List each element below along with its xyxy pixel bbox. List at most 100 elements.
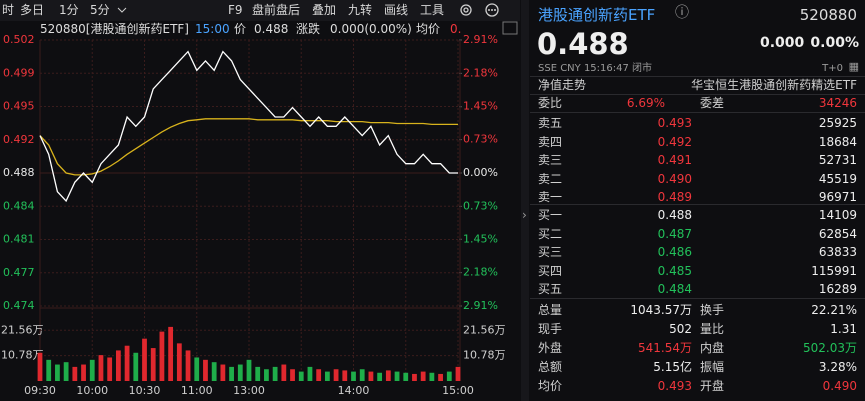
book-label: 卖二 (538, 171, 563, 186)
volume-bar (394, 371, 400, 381)
volume-bar (98, 355, 104, 381)
t0: T+0 (822, 63, 843, 74)
book-volume: 115991 (811, 263, 857, 278)
nav-link[interactable]: 净值走势 (538, 78, 587, 92)
expand-icon[interactable]: ▦ (848, 60, 859, 73)
icon (502, 21, 518, 35)
book-label: 买四 (538, 263, 563, 278)
quote-change: 0.000 (760, 35, 805, 51)
book-price: 0.485 (657, 263, 692, 278)
volume-bar (333, 369, 339, 381)
volume-bar (420, 371, 426, 381)
volume-bar (455, 366, 461, 381)
volume-bar (246, 359, 252, 381)
volume-bar (316, 369, 322, 381)
y-tick-label: 0.488 (3, 166, 35, 179)
y2-tick-label: 2.91% (463, 299, 498, 312)
y2-tick-label: 2.18% (463, 266, 498, 279)
vol-tick-label: 10.78万 (1, 349, 44, 362)
volume-bar (176, 343, 182, 381)
volume-bar (185, 350, 191, 381)
tool[interactable]: 工具 (420, 3, 445, 17)
tool[interactable]: 时 (2, 3, 15, 17)
tool[interactable]: 画线 (384, 3, 409, 17)
icons[interactable] (460, 3, 499, 17)
stat-label: 总额 (538, 360, 563, 374)
change-label: 涨跌 (296, 22, 321, 36)
price: 0.488 (254, 22, 289, 36)
stat-value: 3.28% (818, 360, 857, 374)
volume-bar (403, 372, 409, 381)
volume-bar (46, 359, 52, 381)
book-volume: 14109 (818, 208, 857, 222)
x-tick-label: 10:00 (76, 384, 108, 397)
x-tick-label: 14:00 (338, 384, 370, 397)
volume-bar (142, 338, 147, 381)
volume-bar (281, 364, 287, 381)
stat-label: 内盘 (700, 341, 725, 355)
book-volume: 25925 (818, 116, 857, 130)
stat-value: 5.15亿 (653, 360, 692, 374)
volume-bar (342, 370, 348, 381)
stat-value: 1.31 (830, 322, 857, 336)
price-label: 价 (234, 22, 247, 36)
book-label: 买一 (538, 208, 563, 222)
volume-bar (385, 370, 391, 381)
stat-value: 0.493 (657, 379, 692, 393)
volume-bar (150, 348, 156, 381)
intraday-chart: 0.502 0.499 0.495 0.492 0.488 0.484 0.481 0.477… (1, 3, 518, 397)
stat-label: 换手 (700, 303, 725, 317)
volume-bar (37, 352, 43, 381)
splitter[interactable] (521, 0, 529, 401)
volume-bar (307, 366, 313, 381)
stat-label: 外盘 (538, 341, 563, 355)
quote-code: 520880 (799, 6, 857, 24)
book-label: 卖四 (538, 134, 563, 149)
price-line (39, 50, 458, 203)
book-price: 0.490 (657, 171, 692, 186)
stat-value: 502.03万 (803, 341, 857, 355)
book-price: 0.491 (657, 153, 692, 167)
volume-bar (438, 373, 443, 381)
book-volume: 18684 (818, 134, 857, 149)
collapse[interactable]: › (522, 208, 527, 222)
tool[interactable]: 5分 (90, 3, 110, 17)
avg: 0. (450, 22, 462, 36)
stat-value: 0.490 (822, 379, 857, 393)
book-price: 0.488 (657, 208, 692, 222)
tool[interactable]: 盘前盘后 (252, 3, 301, 17)
tool[interactable]: 九转 (348, 3, 373, 17)
stat-label: 量比 (700, 322, 725, 336)
y2-tick-label: 1.45% (463, 232, 498, 245)
y2-tick-label: 1.45% (463, 100, 498, 113)
volume-bar (429, 372, 435, 381)
tool[interactable]: F9 (228, 3, 243, 17)
volume-bar (290, 369, 295, 381)
volume-bar (377, 372, 383, 381)
x-tick-label: 10:30 (129, 384, 161, 397)
vol-tick-label: 10.78万 (463, 349, 506, 362)
tool[interactable]: 叠加 (312, 3, 337, 17)
volume-bar (229, 366, 234, 381)
volume-bar (359, 369, 365, 381)
tool[interactable]: 多日 (20, 3, 45, 17)
book-volume: 16289 (818, 282, 857, 296)
ratio-label: 委比 (538, 96, 563, 110)
info-icon[interactable]: ⓘ (675, 5, 689, 21)
y-tick-label: 0.499 (3, 66, 35, 79)
price-line (39, 118, 458, 176)
y-tick-label: 0.502 (3, 33, 35, 46)
book-label: 卖一 (538, 190, 563, 204)
book-label: 买二 (538, 226, 563, 241)
tool[interactable]: 1分 (59, 3, 79, 17)
change: 0.000(0.00%) (330, 22, 412, 36)
y2-tick-label: 0.73% (463, 133, 498, 146)
y2-tick-label: 0.00% (463, 166, 498, 179)
volume-bar (55, 364, 60, 381)
quote-price: 0.488 (537, 27, 629, 61)
volume-bar (446, 371, 452, 381)
book-price: 0.486 (657, 245, 692, 259)
book-volume: 62854 (818, 226, 857, 241)
volume-bar (324, 371, 330, 381)
